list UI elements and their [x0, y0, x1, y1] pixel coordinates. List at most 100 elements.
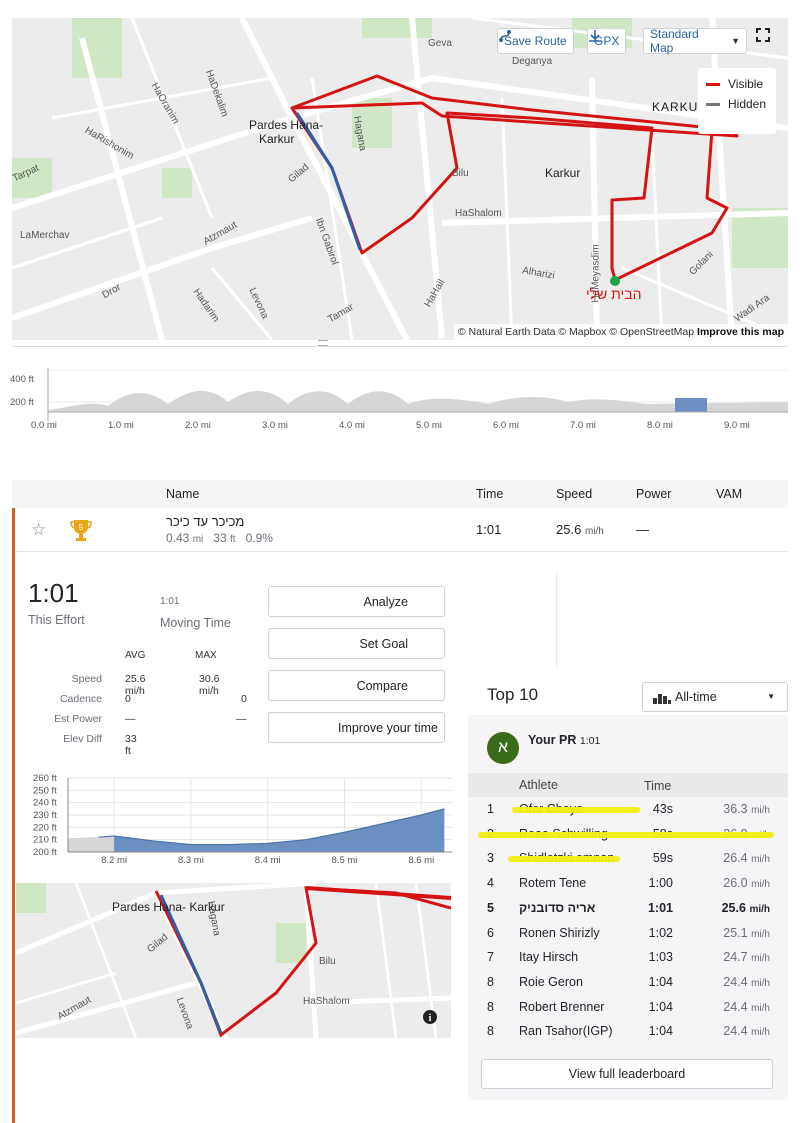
athlete-name[interactable]: Ran Tsahor(IGP)	[519, 1024, 613, 1039]
max-header: MAX	[195, 650, 217, 661]
stat-label: Elev Diff	[63, 733, 102, 745]
stat-max: 0	[241, 693, 247, 705]
rank: 1	[487, 802, 494, 816]
athlete-time: 43s	[652, 802, 673, 816]
elev-x-tick: 1.0 mi	[108, 420, 134, 431]
athlete-time: 1:03	[648, 950, 673, 965]
rank: 8	[487, 974, 494, 989]
improve-map-link[interactable]: Improve this map	[697, 326, 784, 338]
segment-table-header: Name Time Speed Power VAM	[12, 480, 788, 508]
street-label: Bilu	[319, 956, 336, 967]
route-map[interactable]: Pardes Hana- Karkur Karkur KARKUR LaMerc…	[12, 18, 788, 340]
rank: 5	[487, 900, 494, 915]
stat-label: Est Power	[54, 713, 102, 725]
gpx-button[interactable]: GPX	[587, 28, 627, 54]
rank: 8	[487, 999, 494, 1014]
leaderboard-row[interactable]: 8 Roie Geron 1:04 24.4 mi/h	[468, 970, 788, 995]
set-goal-button[interactable]: Set Goal	[268, 628, 445, 659]
elev-x-tick: 9.0 mi	[724, 420, 750, 431]
y-tick-label: 240 ft	[33, 798, 57, 809]
segment-minimap[interactable]: i Pardes Hana- Karkur Bilu HaShalom Atzm…	[16, 883, 451, 1038]
athlete-time: 1:04	[648, 999, 673, 1014]
leaderboard-panel: א Your PR 1:01 Athlete Time 1Ofer Chaye4…	[468, 715, 788, 1100]
pre-segment-area	[68, 835, 115, 852]
athlete-name[interactable]: Robert Brenner	[519, 999, 605, 1014]
athlete-speed: 26.0 mi/h	[723, 876, 770, 891]
leaderboard-row[interactable]: 4 Rotem Tene 1:00 26.0 mi/h	[468, 871, 788, 896]
leaderboard-row[interactable]: 8 Ran Tsahor(IGP) 1:04 24.4 mi/h	[468, 1019, 788, 1044]
athlete-speed: 25.1 mi/h	[723, 925, 770, 940]
improve-time-button[interactable]: Improve your time	[268, 712, 445, 743]
rank: 7	[487, 950, 494, 965]
download-icon	[589, 30, 601, 42]
leaderboard-header: Athlete Time	[468, 773, 788, 797]
avatar[interactable]: א	[487, 732, 519, 764]
athlete-speed: 36.3 mi/h	[723, 802, 770, 816]
trophy-icon: 5	[70, 520, 92, 541]
rank: 6	[487, 925, 494, 940]
segment-row[interactable]: ☆ 5 מכיכר עד כיכר 0.43 mi 33 ft 0.9% 1:0…	[15, 508, 788, 552]
map-type-select[interactable]: Standard Map ▼	[643, 27, 747, 55]
elev-x-tick: 0.0 mi	[31, 420, 57, 431]
view-full-leaderboard-button[interactable]: View full leaderboard	[481, 1059, 773, 1089]
stat-max: —	[236, 713, 247, 725]
save-route-button[interactable]: Save Route	[497, 28, 574, 54]
x-tick-label: 8.4 mi	[255, 855, 281, 866]
stat-max: 30.6 mi/h	[199, 673, 220, 697]
map-type-label: Standard Map	[650, 27, 699, 55]
col-name[interactable]: Name	[166, 487, 200, 501]
legend-hidden[interactable]: Hidden	[706, 94, 768, 114]
col-speed[interactable]: Speed	[556, 487, 593, 501]
col-time[interactable]: Time	[476, 487, 504, 501]
top10-title: Top 10	[487, 685, 539, 704]
timeframe-label: All-time	[675, 690, 717, 704]
resize-handle[interactable]	[318, 340, 328, 346]
timeframe-select[interactable]: All-time ▼	[642, 682, 788, 712]
athlete-name[interactable]: אריה סדובניק	[519, 900, 596, 915]
home-label: הבית שלי	[586, 286, 642, 302]
elev-x-tick: 5.0 mi	[416, 420, 442, 431]
segment-power: —	[636, 522, 649, 537]
analyze-button[interactable]: Analyze	[268, 586, 445, 617]
map-attribution: © Natural Earth Data © Mapbox © OpenStre…	[453, 324, 788, 340]
athlete-time: 1:04	[648, 1024, 673, 1039]
highlighter-mark	[478, 831, 774, 838]
highlighter-mark	[508, 856, 620, 863]
elevation-area	[114, 808, 445, 852]
athlete-name[interactable]: Rotem Tene	[519, 876, 587, 891]
col-vam[interactable]: VAM	[716, 487, 743, 501]
segment-name[interactable]: מכיכר עד כיכר	[166, 514, 245, 529]
stat-avg: 0	[125, 693, 131, 705]
compare-button[interactable]: Compare	[268, 670, 445, 701]
fullscreen-button[interactable]	[756, 28, 782, 54]
minimap-canvas: i	[16, 883, 451, 1038]
place-label: Pardes Hana- Karkur	[112, 900, 225, 914]
caret-down-icon: ▼	[731, 36, 740, 46]
effort-time: 1:01 This Effort	[28, 578, 85, 627]
y-tick-label: 250 ft	[33, 785, 57, 796]
legend-visible[interactable]: Visible	[706, 74, 768, 94]
map-legend: Visible Hidden	[698, 68, 776, 134]
athlete-name[interactable]: Itay Hirsch	[519, 950, 579, 965]
y-tick-label: 230 ft	[33, 810, 57, 821]
elevation-profile[interactable]: 400 ft 200 ft 0.0 mi 1.0 mi 2.0 mi 3.0 m…	[8, 360, 792, 438]
leaderboard-row[interactable]: 7 Itay Hirsch 1:03 24.7 mi/h	[468, 945, 788, 970]
moving-time-label: Moving Time	[160, 616, 231, 630]
star-icon[interactable]: ☆	[31, 520, 47, 539]
avg-header: AVG	[125, 650, 146, 661]
rank: 8	[487, 1024, 494, 1039]
col-power[interactable]: Power	[636, 487, 672, 501]
col-athlete: Athlete	[519, 778, 558, 792]
highlighter-mark	[512, 807, 640, 813]
segment-elevation-chart[interactable]: 260 ft 250 ft 240 ft 230 ft 220 ft 210 ft 200 …	[20, 770, 460, 874]
y-tick-label: 260 ft	[33, 773, 57, 784]
elev-y-tick: 400 ft	[10, 374, 34, 385]
athlete-name[interactable]: Ronen Shirizly	[519, 925, 600, 940]
leaderboard-row[interactable]: 5 אריה סדובניק 1:01 25.6 mi/h	[468, 896, 788, 921]
stat-label: Speed	[71, 673, 102, 685]
trophy-rank: 5	[79, 523, 84, 532]
leaderboard-row[interactable]: 8 Robert Brenner 1:04 24.4 mi/h	[468, 995, 788, 1020]
leaderboard-row[interactable]: 6 Ronen Shirizly 1:02 25.1 mi/h	[468, 921, 788, 946]
x-tick-label: 8.5 mi	[332, 855, 358, 866]
athlete-name[interactable]: Roie Geron	[519, 974, 583, 989]
